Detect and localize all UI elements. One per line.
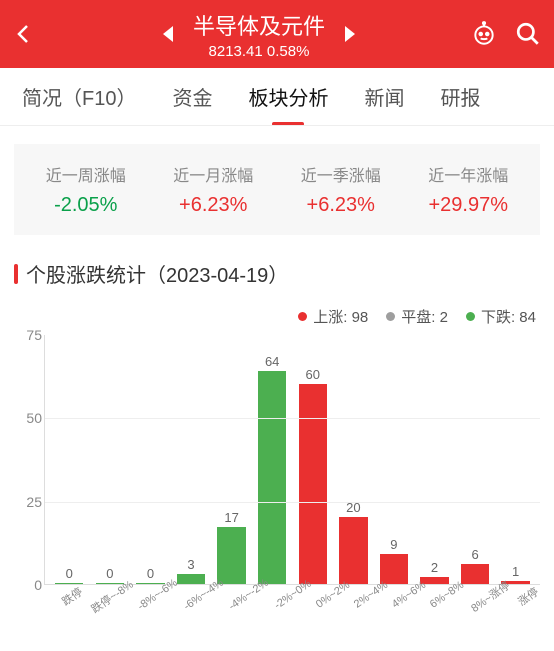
tab-4[interactable]: 研报 — [422, 68, 498, 126]
x-axis-labels: 跌停跌停~-8%-8%~-6%-6%~-4%-4%~-2%-2%~0%0%~2%… — [44, 585, 540, 607]
chart-legend: 上涨: 98 平盘: 2 下跌: 84 — [14, 306, 536, 327]
section-title: 个股涨跌统计（2023-04-19） — [14, 259, 540, 288]
chart-area: 0255075 0003176460209261 跌停跌停~-8%-8%~-6%… — [14, 335, 540, 607]
tab-3[interactable]: 新闻 — [346, 68, 422, 126]
app-header: 半导体及元件 8213.41 0.58% — [0, 0, 554, 68]
legend-dot-icon — [386, 312, 395, 321]
bar-9: 2 — [414, 335, 455, 584]
perf-item-2: 近一季涨幅+6.23% — [277, 162, 405, 217]
tab-0[interactable]: 简况（F10） — [4, 68, 154, 126]
bar-10: 6 — [455, 335, 496, 584]
tab-1[interactable]: 资金 — [154, 68, 230, 126]
search-icon[interactable] — [514, 20, 542, 48]
prev-sector-icon[interactable] — [163, 26, 173, 42]
bar-chart: 0003176460209261 — [44, 335, 540, 585]
bar-3: 3 — [171, 335, 212, 584]
back-icon[interactable] — [12, 16, 48, 52]
section-accent-bar — [14, 264, 18, 284]
legend-flat: 平盘: 2 — [386, 306, 448, 327]
bar-4: 17 — [211, 335, 252, 584]
bar-11: 1 — [495, 335, 536, 584]
perf-item-0: 近一周涨幅-2.05% — [22, 162, 150, 217]
perf-item-3: 近一年涨幅+29.97% — [405, 162, 533, 217]
next-sector-icon[interactable] — [345, 26, 355, 42]
header-title-area: 半导体及元件 8213.41 0.58% — [48, 9, 470, 60]
sector-index: 8213.41 0.58% — [193, 43, 325, 60]
bar-2: 0 — [130, 335, 171, 584]
legend-up: 上涨: 98 — [298, 306, 368, 327]
performance-card: 近一周涨幅-2.05%近一月涨幅+6.23%近一季涨幅+6.23%近一年涨幅+2… — [14, 144, 540, 235]
bar-7: 20 — [333, 335, 374, 584]
bars-container: 0003176460209261 — [45, 335, 540, 584]
bar-8: 9 — [374, 335, 415, 584]
bar-6: 60 — [292, 335, 333, 584]
legend-dot-icon — [298, 312, 307, 321]
y-axis-labels: 0255075 — [14, 335, 42, 585]
perf-item-1: 近一月涨幅+6.23% — [150, 162, 278, 217]
tab-2[interactable]: 板块分析 — [230, 68, 346, 126]
bar-0: 0 — [49, 335, 90, 584]
legend-dot-icon — [466, 312, 475, 321]
tabs-bar: 简况（F10）资金板块分析新闻研报 — [0, 68, 554, 126]
sector-title: 半导体及元件 — [193, 9, 325, 41]
bar-1: 0 — [90, 335, 131, 584]
bar-5: 64 — [252, 335, 293, 584]
legend-down: 下跌: 84 — [466, 306, 536, 327]
assistant-icon[interactable] — [470, 20, 498, 48]
